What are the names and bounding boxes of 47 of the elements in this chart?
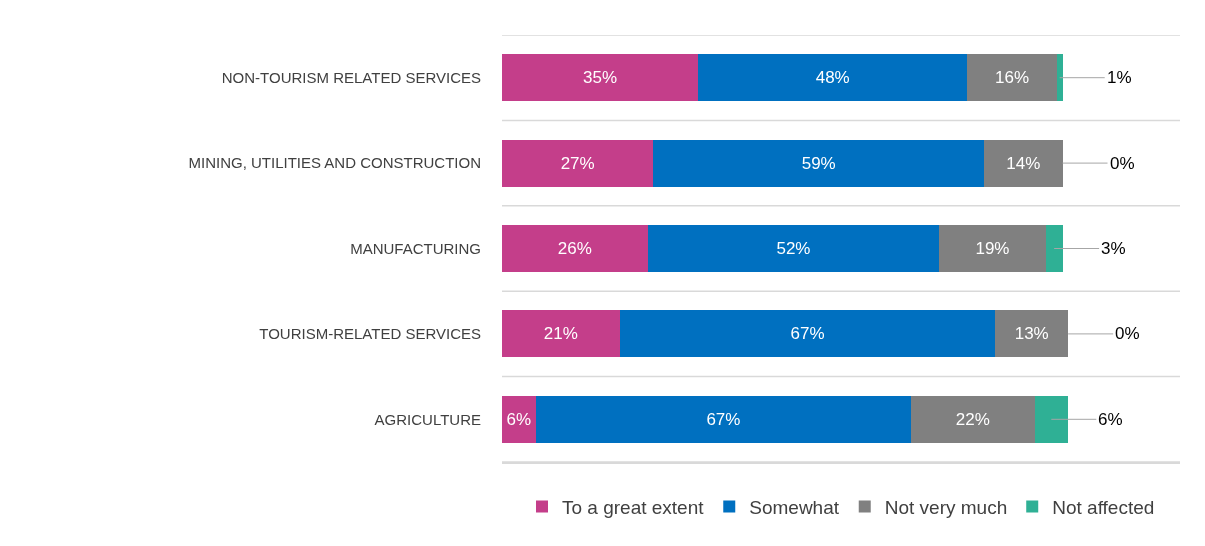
bar: [653, 139, 985, 187]
legend-label: Not very much: [884, 496, 1008, 518]
bar: [1045, 225, 1063, 272]
data-label: 52%: [776, 239, 811, 259]
bar: [698, 54, 968, 102]
y-tick-label: MINING, UTILITIES AND CONSTRUCTION: [188, 154, 481, 172]
legend-label: To a great extent: [562, 496, 705, 518]
bar: [502, 139, 654, 187]
legend-label: Not affected: [1052, 496, 1155, 518]
data-label: 16%: [995, 68, 1030, 88]
data-label: 67%: [790, 324, 825, 344]
data-label: 35%: [583, 68, 618, 88]
bar: [1056, 54, 1063, 102]
y-tick-label: MANUFACTURING: [350, 239, 481, 257]
data-label: 27%: [560, 153, 595, 173]
bar: [967, 54, 1057, 102]
data-label: 14%: [1006, 153, 1041, 173]
bar: [911, 395, 1035, 443]
y-tick-label: AGRICULTURE: [374, 410, 481, 428]
y-tick-label: NON-TOURISM RELATED SERVICES: [221, 68, 481, 86]
bar: [647, 225, 940, 272]
data-label: 1%: [1107, 68, 1132, 87]
bar: [535, 395, 912, 443]
data-label: 26%: [557, 239, 592, 259]
data-label: 22%: [955, 409, 990, 429]
bar: [995, 310, 1069, 358]
data-label: 21%: [543, 324, 578, 344]
bar: [502, 310, 620, 358]
data-label: 48%: [815, 68, 850, 88]
data-label: 19%: [975, 239, 1010, 259]
bar: [502, 225, 648, 272]
bar: [502, 54, 699, 102]
data-label: 6%: [1098, 410, 1123, 429]
data-label: 59%: [801, 153, 836, 173]
data-label: 67%: [706, 409, 741, 429]
bar: [619, 310, 996, 358]
y-tick-label: TOURISM-RELATED SERVICES: [259, 325, 481, 343]
bar: [939, 225, 1046, 272]
bar: [502, 395, 536, 443]
data-label: 0%: [1110, 154, 1135, 173]
data-label: 6%: [506, 409, 532, 429]
data-label: 13%: [1014, 324, 1049, 344]
legend-label: Somewhat: [749, 496, 840, 518]
bar: [1034, 395, 1069, 443]
data-label: 3%: [1101, 239, 1126, 258]
bar: [984, 139, 1063, 187]
data-label: 0%: [1115, 324, 1140, 343]
